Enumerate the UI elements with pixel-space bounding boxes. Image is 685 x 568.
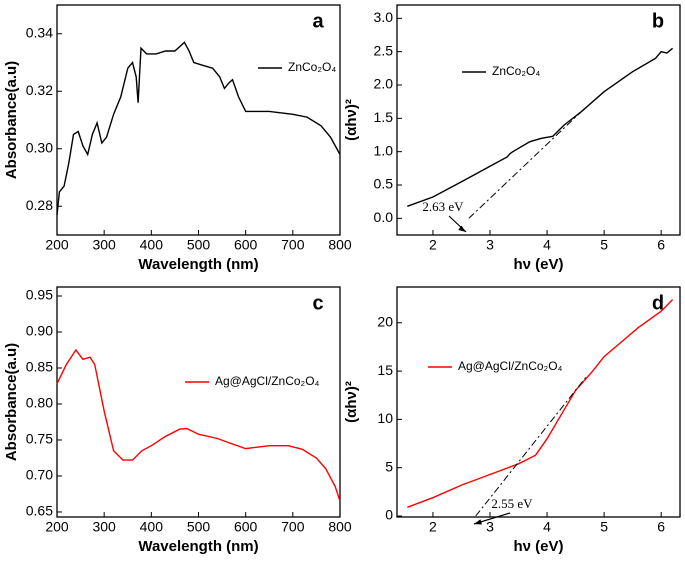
- x-tick-label: 400: [140, 519, 164, 535]
- y-axis-label: Absorbance(a.u): [3, 61, 20, 179]
- data-line: [56, 348, 341, 502]
- x-tick-label: 500: [187, 519, 211, 535]
- panel-letter: a: [312, 10, 324, 32]
- x-tick-label: 300: [92, 237, 116, 253]
- x-tick-label: 700: [281, 519, 305, 535]
- x-tick-label: 400: [140, 237, 164, 253]
- y-tick-label: 2.5: [374, 42, 394, 58]
- y-tick-label: 0.70: [26, 467, 53, 483]
- legend-label: Ag@AgCl/ZnCo₂O₄: [458, 359, 563, 373]
- y-tick-label: 0.30: [26, 139, 53, 155]
- y-tick-label: 0.65: [26, 503, 53, 519]
- y-tick-label: 5: [385, 458, 393, 474]
- panel-letter: c: [312, 292, 323, 314]
- y-tick-label: 0.95: [26, 287, 53, 303]
- x-tick-label: 4: [543, 237, 551, 253]
- y-tick-label: 15: [377, 362, 393, 378]
- y-tick-label: 0: [385, 507, 393, 523]
- y-tick-label: 0.80: [26, 395, 53, 411]
- x-tick-label: 800: [328, 519, 352, 535]
- legend-label: Ag@AgCl/ZnCo₂O₄: [215, 374, 320, 388]
- y-tick-label: 0.90: [26, 323, 53, 339]
- annotation: 2.55 eV: [491, 496, 533, 511]
- y-tick-label: 2.0: [374, 76, 394, 92]
- y-tick-label: 0.5: [374, 176, 394, 192]
- x-tick-label: 6: [657, 237, 665, 253]
- x-tick-label: 600: [234, 237, 258, 253]
- x-tick-label: 3: [486, 237, 494, 253]
- y-axis-label: (αhν)²: [343, 99, 360, 141]
- x-tick-label: 6: [657, 519, 665, 535]
- x-tick-label: 300: [92, 519, 116, 535]
- x-tick-label: 800: [328, 237, 352, 253]
- x-tick-label: 600: [234, 519, 258, 535]
- plot-frame: [396, 286, 681, 518]
- x-axis-label: hν (eV): [513, 256, 563, 273]
- y-tick-label: 3.0: [374, 9, 394, 25]
- y-tick-label: 0.85: [26, 359, 53, 375]
- x-tick-label: 2: [429, 237, 437, 253]
- panel-letter: b: [652, 10, 664, 32]
- y-tick-label: 0.75: [26, 431, 53, 447]
- x-tick-label: 4: [543, 519, 551, 535]
- plot-frame: [56, 4, 341, 236]
- tangent-line: [468, 111, 582, 219]
- y-tick-label: 0.0: [374, 209, 394, 225]
- y-tick-label: 10: [377, 410, 393, 426]
- plot-frame: [56, 286, 341, 518]
- x-tick-label: 5: [600, 237, 608, 253]
- data-line: [407, 299, 674, 508]
- x-tick-label: 700: [281, 237, 305, 253]
- x-tick-label: 200: [45, 237, 69, 253]
- x-tick-label: 500: [187, 237, 211, 253]
- plot-frame: [396, 4, 681, 236]
- y-tick-label: 1.0: [374, 142, 394, 158]
- data-line: [407, 47, 674, 207]
- arrow-head: [458, 225, 466, 232]
- x-axis-label: hν (eV): [513, 538, 563, 555]
- tangent-line: [475, 375, 588, 517]
- y-tick-label: 20: [377, 313, 393, 329]
- y-tick-label: 0.28: [26, 197, 53, 213]
- x-tick-label: 200: [45, 519, 69, 535]
- y-tick-label: 1.5: [374, 109, 394, 125]
- y-tick-label: 0.34: [26, 24, 53, 40]
- x-tick-label: 3: [486, 519, 494, 535]
- annotation: 2.63 eV: [422, 199, 464, 214]
- x-tick-label: 2: [429, 519, 437, 535]
- y-axis-label: Absorbance(a.u): [3, 343, 20, 461]
- arrow-head: [474, 519, 482, 525]
- y-axis-label: (αhν)²: [343, 381, 360, 423]
- x-tick-label: 5: [600, 519, 608, 535]
- data-line: [56, 41, 341, 215]
- legend-label: ZnCo₂O₄: [288, 60, 336, 74]
- panel-letter: d: [652, 292, 664, 314]
- legend-label: ZnCo₂O₄: [492, 64, 540, 78]
- y-tick-label: 0.32: [26, 82, 53, 98]
- x-axis-label: Wavelength (nm): [138, 256, 258, 273]
- x-axis-label: Wavelength (nm): [138, 538, 258, 555]
